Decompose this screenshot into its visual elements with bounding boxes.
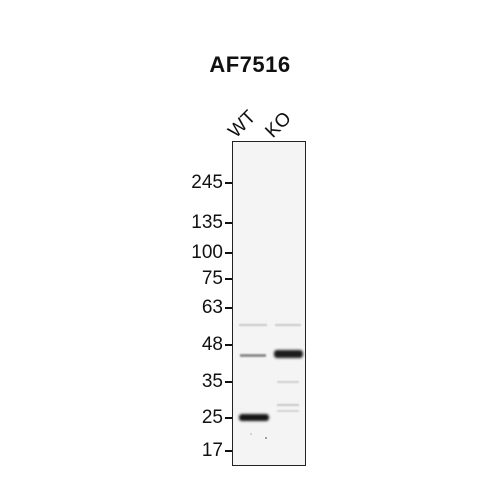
band-ko-faint-28 [277,404,299,406]
lane-label-ko: KO [261,108,296,143]
marker-135: 135 [191,213,232,233]
speck-2 [250,433,252,435]
lane-label-wt: WT [224,106,261,143]
marker-245: 245 [191,173,232,193]
speck-1 [265,437,267,439]
figure-title: AF7516 [209,52,291,77]
band-ko-48 [274,350,303,358]
marker-48: 48 [202,335,232,355]
marker-35: 35 [202,372,232,392]
marker-17: 17 [202,441,232,461]
marker-25: 25 [202,408,232,428]
band-wt-48 [240,354,266,357]
band-ko-faint-26 [277,410,299,412]
band-ko-faint-upper [275,324,301,326]
band-wt-faint-upper [239,324,267,326]
band-ko-faint-35 [277,381,299,383]
marker-75: 75 [202,269,232,289]
marker-63: 63 [202,298,232,318]
marker-100: 100 [191,243,232,263]
western-blot-membrane [232,141,306,466]
blot-image [233,142,305,465]
band-wt-25 [239,414,269,421]
